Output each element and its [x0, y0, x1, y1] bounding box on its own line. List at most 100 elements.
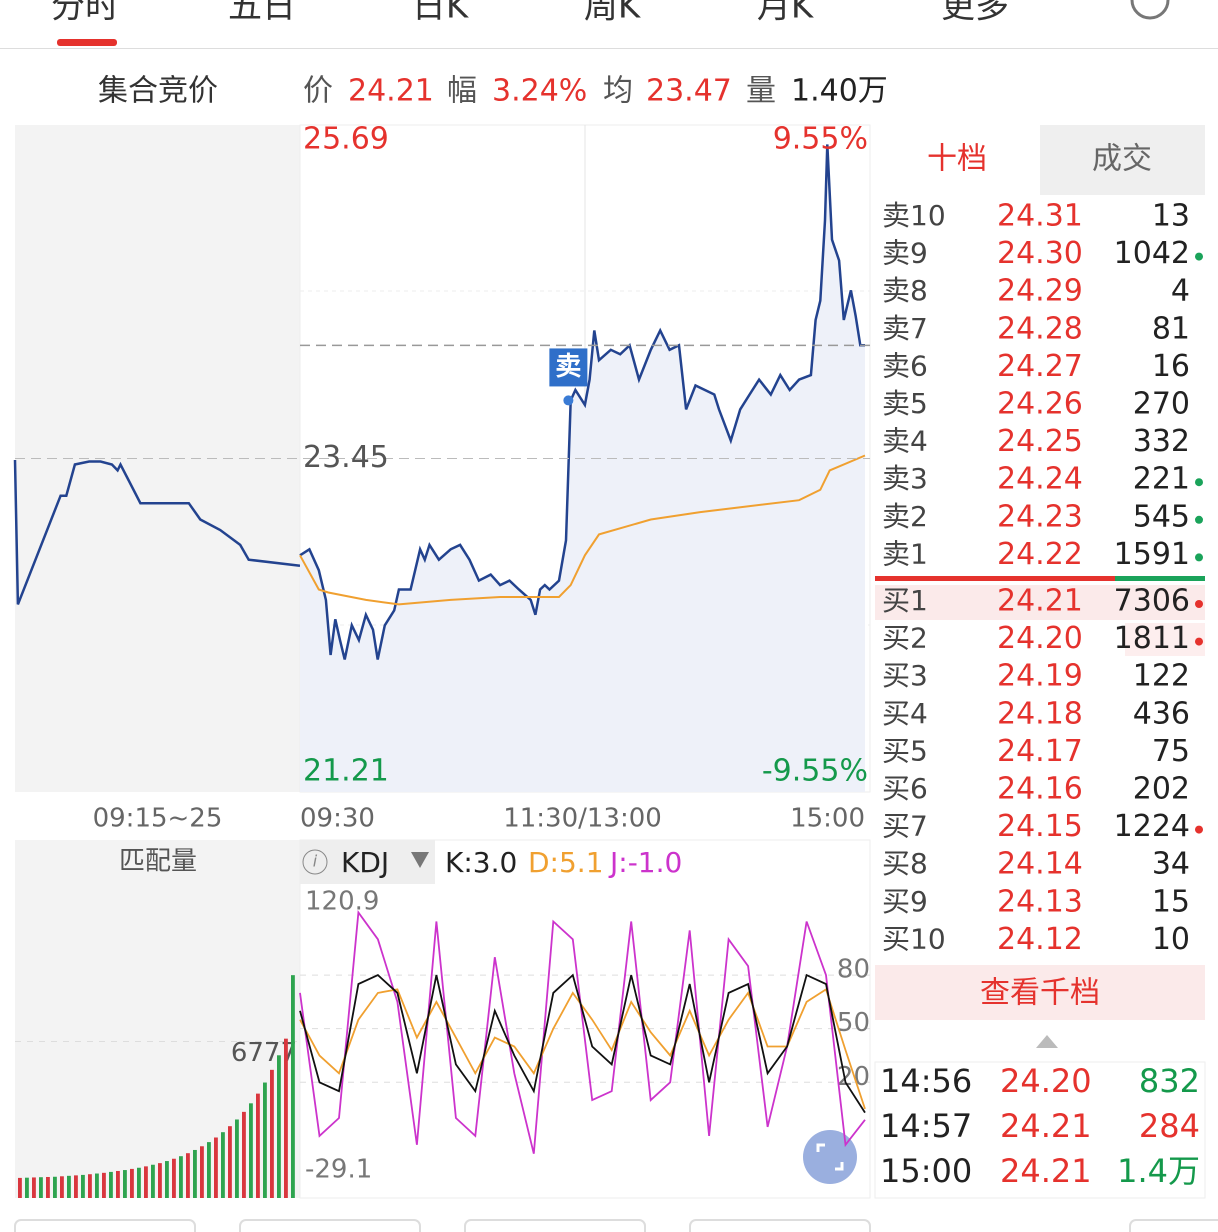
level-price: 24.15 [997, 809, 1083, 844]
volume-bar [18, 1177, 22, 1198]
change-dot [1195, 515, 1203, 524]
indicator-name[interactable]: KDJ [341, 846, 389, 879]
level-volume: 270 [1133, 387, 1190, 422]
volume-bar [95, 1173, 99, 1198]
info-icon[interactable] [302, 849, 328, 875]
level-label: 卖5 [882, 387, 928, 420]
y2-tick-label: 80 [837, 955, 870, 985]
legend-entry: J:-1.0 [608, 846, 682, 879]
level-label: 买2 [882, 622, 928, 655]
level-volume: 202 [1133, 772, 1190, 807]
indicator-selector[interactable] [300, 840, 435, 884]
trade-time: 15:00 [880, 1152, 972, 1190]
change-label: 幅 [447, 74, 477, 109]
tab-ten-level[interactable]: 十档 [927, 142, 987, 177]
volume-bar [25, 1177, 29, 1198]
volume-bar [53, 1176, 57, 1198]
price-label: 价 [303, 74, 333, 109]
trade-price: 24.21 [1000, 1107, 1092, 1145]
tab-indicator [57, 39, 117, 46]
level-label: 买1 [882, 584, 928, 617]
x-tick-label: 09:15~25 [93, 804, 223, 834]
level-price: 24.16 [997, 772, 1083, 807]
y-tick-label: -29.1 [305, 1155, 372, 1185]
volume-bar [165, 1161, 169, 1198]
level-label: 卖7 [882, 312, 928, 345]
tab[interactable]: 更多 [941, 0, 1009, 27]
volume-bar [151, 1164, 155, 1198]
trade-price: 24.20 [1000, 1062, 1092, 1100]
volume-bar [32, 1177, 36, 1198]
level-label: 卖3 [882, 462, 928, 495]
level-volume: 332 [1133, 424, 1190, 459]
level-volume: 75 [1152, 734, 1190, 769]
level-volume: 34 [1152, 847, 1190, 882]
volume-bar [228, 1126, 232, 1198]
level-price: 24.31 [997, 199, 1083, 234]
trade-badge-text: 卖 [555, 352, 581, 382]
price-line [13, 459, 301, 605]
price-area [300, 144, 865, 792]
pre-auction-bg [15, 125, 300, 792]
change-dot [1195, 478, 1203, 487]
level-label: 买3 [882, 659, 928, 692]
tab[interactable]: 分时 [51, 0, 119, 27]
level-label: 卖2 [882, 500, 928, 533]
y-tick-label: 120.9 [305, 887, 379, 917]
collapse-arrow[interactable] [1036, 1035, 1058, 1048]
y2-tick-label: 9.55% [773, 122, 868, 157]
volume-bar [263, 1082, 267, 1198]
level-label: 卖6 [882, 349, 928, 382]
level-label: 买9 [882, 885, 928, 918]
level-volume: 122 [1133, 659, 1190, 694]
level-volume: 1811 [1114, 621, 1190, 656]
dropdown-arrow [411, 852, 429, 868]
more-button[interactable]: 查看千档 [980, 976, 1100, 1011]
volume-value: 1.40万 [791, 74, 888, 109]
volume-bar [207, 1142, 211, 1198]
volume-bar [67, 1175, 71, 1198]
tab[interactable]: 日K [412, 0, 470, 27]
tab-trades[interactable]: 成交 [1092, 142, 1152, 177]
y-tick-label: 25.69 [303, 122, 389, 157]
level-label: 买5 [882, 734, 928, 767]
change-dot [1195, 637, 1203, 646]
trade-volume: 1.4万 [1117, 1152, 1200, 1190]
level-price: 24.23 [997, 499, 1083, 534]
auction-label: 集合竞价 [98, 74, 218, 109]
level-label: 买10 [882, 922, 946, 955]
tab[interactable]: 月K [757, 0, 815, 27]
level-price: 24.29 [997, 274, 1083, 309]
level-volume: 1042 [1114, 236, 1190, 271]
level-price: 24.17 [997, 734, 1083, 769]
price-line [299, 454, 866, 606]
level-price: 24.19 [997, 659, 1083, 694]
more-button-bg[interactable] [875, 965, 1205, 1020]
level-label: 卖9 [882, 237, 928, 270]
change-dot [1195, 553, 1203, 562]
level-volume: 10 [1152, 922, 1190, 957]
kdj-line [299, 973, 866, 1114]
volume-bar [256, 1093, 260, 1198]
volume-bar [158, 1163, 162, 1198]
level-volume: 13 [1152, 199, 1190, 234]
settings-icon[interactable] [1130, 0, 1170, 20]
level-label: 卖1 [882, 537, 928, 570]
tab[interactable]: 五日 [228, 0, 296, 27]
change-dot [1195, 252, 1203, 261]
volume-label: 量 [746, 74, 776, 109]
fullscreen-button[interactable] [803, 1130, 857, 1184]
y2-tick-label: 50 [837, 1008, 870, 1038]
volume-bar [144, 1166, 148, 1198]
volume-bar [235, 1119, 239, 1198]
volume-bar [193, 1149, 197, 1198]
level-price: 24.24 [997, 462, 1083, 497]
level-price: 24.13 [997, 884, 1083, 919]
y2-tick-label: -9.55% [762, 754, 868, 789]
volume-bar [130, 1168, 134, 1198]
volume-bar [88, 1174, 92, 1198]
ask-bid-divider-green [1115, 576, 1205, 581]
volume-title: 匹配量 [119, 847, 197, 877]
tab[interactable]: 周K [584, 0, 642, 27]
